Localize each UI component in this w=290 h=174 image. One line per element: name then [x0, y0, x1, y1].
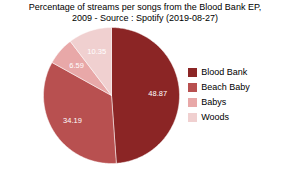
svg-text:48.87: 48.87	[149, 89, 168, 98]
html-text:Blood Bank: Blood Bank	[201, 67, 248, 78]
svg-text:6.59: 6.59	[69, 60, 84, 69]
html-text:Beach Baby: Beach Baby	[201, 82, 250, 93]
html-text:Woods: Woods	[201, 112, 230, 123]
svg-text:34.19: 34.19	[63, 115, 82, 124]
svg-text:10.35: 10.35	[88, 47, 107, 56]
html-text:Babys: Babys	[201, 97, 227, 108]
html-text:Percentage of streams per song: Percentage of streams per songs from the…	[28, 2, 262, 23]
